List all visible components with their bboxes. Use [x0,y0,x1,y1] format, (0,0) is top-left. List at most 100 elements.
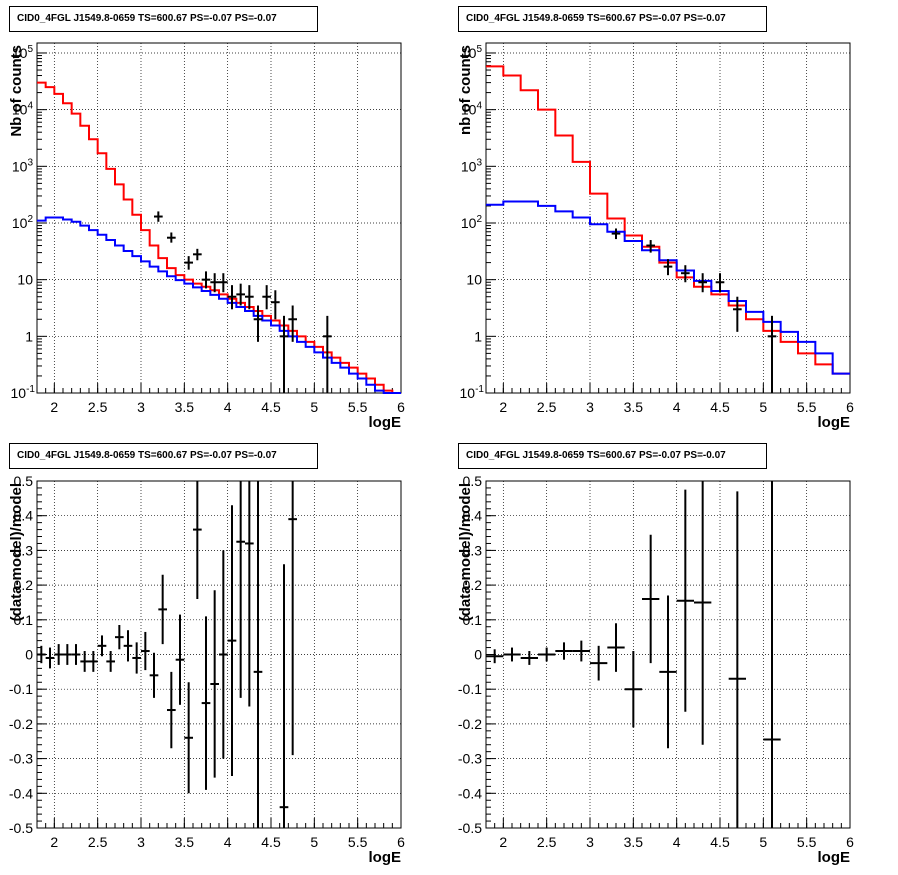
data-point [590,645,608,681]
y-tick-label: 103 [12,157,34,174]
y-tick-label: 0.4 [14,508,34,524]
data-point [323,315,332,393]
y-tick-label: -0.4 [9,785,33,801]
data-point [271,290,280,320]
y-axis-label: Nb of counts [8,45,25,137]
source_model-histogram [486,200,850,375]
x-tick-label: 4.5 [710,399,730,415]
data-point [767,315,777,393]
y-tick-label: 1 [474,328,482,344]
x-tick-label: 2 [50,834,58,850]
x-tick-label: 3 [137,399,145,415]
data-point [123,630,133,662]
data-point [167,671,176,749]
y-tick-label: 10 [17,272,33,288]
data-point [245,481,254,707]
data-point [132,642,141,674]
counts-chart-left: 2 2.5 3 3.5 4 4.5 5 5.5 6 10-1 1 10 102 103 104 105 logE… [8,42,405,431]
y-tick-label: 0.5 [14,473,34,489]
y-tick-label: 1 [25,328,33,344]
data-point [37,645,46,664]
data-point [115,625,124,650]
x-tick-label: 2 [499,834,507,850]
y-tick-label: 104 [461,101,483,118]
y-tick-label: 102 [12,214,34,231]
y-tick-label: 102 [461,214,483,231]
chart-title: CID0_4FGL J1549.8-0659 TS=600.67 PS=-0.0… [9,6,318,32]
data-point [663,259,673,276]
data-point [54,644,63,665]
total_model-histogram [37,81,401,394]
y-tick-label: 105 [12,44,34,61]
x-tick-label: 3 [137,834,145,850]
x-tick-label: 5.5 [797,399,817,415]
x-tick-label: 5.5 [348,834,368,850]
x-tick-label: 2.5 [537,399,557,415]
x-tick-label: 3.5 [175,399,195,415]
x-axis-label: logE [818,849,851,866]
x-tick-label: 2.5 [537,834,557,850]
x-tick-label: 6 [397,834,405,850]
data-point [763,481,781,828]
data-point [279,564,289,828]
y-tick-label: 0.2 [463,577,483,593]
x-tick-label: 2 [499,399,507,415]
data-point [288,305,297,342]
x-tick-label: 4 [224,834,232,850]
y-tick-label: -0.5 [458,820,482,836]
data-point [288,481,297,756]
y-tick-label: 0.4 [463,508,483,524]
data-point [219,273,228,293]
data-point [71,644,81,665]
y-tick-label: -0.2 [458,716,482,732]
total_model-histogram [486,65,850,375]
data-point [106,651,115,672]
data-point [733,296,742,332]
x-tick-label: 4.5 [261,399,281,415]
data-point [253,481,263,828]
data-point [646,240,655,253]
x-tick-label: 5.5 [797,834,817,850]
data-point [219,550,228,759]
data-point [607,623,625,672]
x-tick-label: 3.5 [624,399,644,415]
y-tick-label: -0.1 [9,681,33,697]
chart-title: CID0_4FGL J1549.8-0659 TS=600.67 PS=-0.0… [9,443,318,469]
x-tick-label: 6 [846,399,854,415]
plot-frame [485,42,851,394]
data-point [210,273,219,293]
data-point [193,481,202,599]
y-tick-label: 0.1 [463,612,483,628]
y-tick-label: 0.2 [14,577,34,593]
data-point [555,642,573,660]
data-point [262,285,271,310]
data-point [698,273,707,293]
x-axis-label: logE [369,849,402,866]
y-tick-label: 10-1 [460,384,485,401]
y-tick-label: 10 [466,272,482,288]
x-axis-label: logE [818,414,851,431]
x-tick-label: 5.5 [348,399,368,415]
x-tick-label: 2.5 [88,834,108,850]
data-point [624,651,642,728]
y-tick-label: 105 [461,44,483,61]
x-tick-label: 5 [759,399,767,415]
source_model-histogram [37,216,401,394]
y-tick-label: -0.2 [9,716,33,732]
data-point [89,651,98,672]
x-tick-label: 4.5 [710,834,730,850]
y-axis-label: (data-model)/model [8,483,25,621]
data-point [503,647,521,662]
y-tick-label: 10-1 [11,384,36,401]
data-point [80,651,89,672]
y-tick-label: 0.5 [463,473,483,489]
x-axis-label: logE [369,414,402,431]
y-tick-label: 103 [461,157,483,174]
data-point [681,265,690,283]
y-tick-label: 0 [25,647,33,663]
data-point [45,647,55,669]
data-point [236,481,245,698]
y-axis-label: nb of counts [457,45,474,135]
data-point [676,489,694,712]
plot-frame [36,42,402,394]
